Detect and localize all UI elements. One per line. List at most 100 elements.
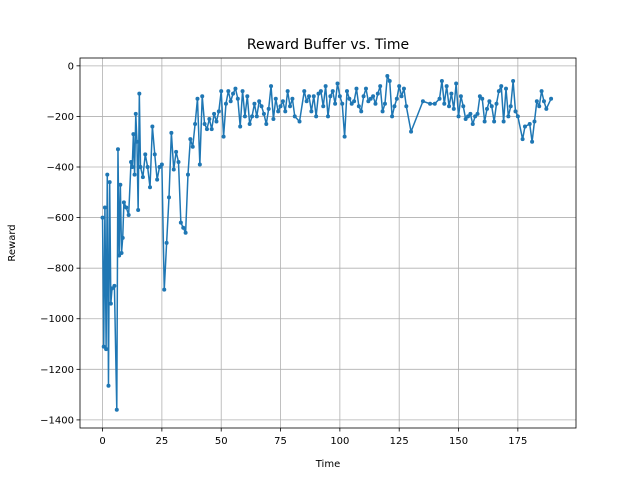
marker [278,104,283,109]
marker [110,286,115,291]
marker [404,104,409,109]
marker [477,94,482,99]
marker [392,104,397,109]
marker [257,99,262,104]
marker [178,220,183,225]
marker [544,106,549,111]
marker [485,106,490,111]
marker [378,84,383,89]
marker [129,159,134,164]
marker [150,124,155,129]
marker [342,134,347,139]
x-tick-label: 175 [508,436,527,447]
marker [475,111,480,116]
marker [252,101,257,106]
marker [101,344,106,349]
marker [271,116,276,121]
marker [159,162,164,167]
marker [152,152,157,157]
marker [335,81,340,86]
marker [451,106,456,111]
marker [541,99,546,104]
marker [492,119,497,124]
marker [549,96,554,101]
marker [333,101,338,106]
marker [212,111,217,116]
marker [470,122,475,127]
marker [532,119,537,124]
marker [390,114,395,119]
marker [209,127,214,132]
marker [264,122,269,127]
marker [104,347,109,352]
y-tick-label: −1000 [40,314,74,325]
marker [337,94,342,99]
marker [134,139,139,144]
marker [380,109,385,114]
marker [302,89,307,94]
chart-title: Reward Buffer vs. Time [247,37,409,53]
marker [513,109,518,114]
marker [107,180,112,185]
marker [401,86,406,91]
marker [511,79,516,84]
marker [496,89,501,94]
marker [119,250,124,255]
marker [316,91,321,96]
marker [247,122,252,127]
marker [473,114,478,119]
marker [508,104,513,109]
marker [273,96,278,101]
marker [344,89,349,94]
y-tick-label: 0 [68,61,74,72]
marker [188,137,193,142]
y-tick-label: −800 [47,264,74,275]
marker [216,109,221,114]
marker [143,152,148,157]
marker [118,182,123,187]
marker [261,111,266,116]
marker [399,94,404,99]
marker [330,89,335,94]
marker [145,165,150,170]
x-tick-label: 150 [449,436,468,447]
marker [106,383,111,388]
marker [447,104,452,109]
marker [432,101,437,106]
marker [382,101,387,106]
marker [240,89,245,94]
marker [466,114,471,119]
marker [228,99,233,104]
marker [195,96,200,101]
marker [387,79,392,84]
marker [105,172,110,177]
plot-frame [79,57,577,429]
marker [530,139,535,144]
marker [148,185,153,190]
marker [480,96,485,101]
marker [133,111,138,116]
marker [428,101,433,106]
marker [193,122,198,127]
marker [292,114,297,119]
x-tick-label: 75 [274,436,287,447]
marker [494,101,499,106]
marker [439,79,444,84]
marker [371,94,376,99]
marker [328,94,333,99]
marker [527,122,532,127]
marker [340,101,345,106]
marker [130,165,135,170]
x-tick-label: 0 [99,436,105,447]
marker [254,114,259,119]
y-tick-label: −200 [47,112,74,123]
marker [102,205,107,210]
x-tick-label: 25 [156,436,169,447]
y-tick-label: −1200 [40,365,74,376]
marker [437,96,442,101]
marker [442,101,447,106]
marker [347,96,352,101]
y-tick-label: −400 [47,163,74,174]
